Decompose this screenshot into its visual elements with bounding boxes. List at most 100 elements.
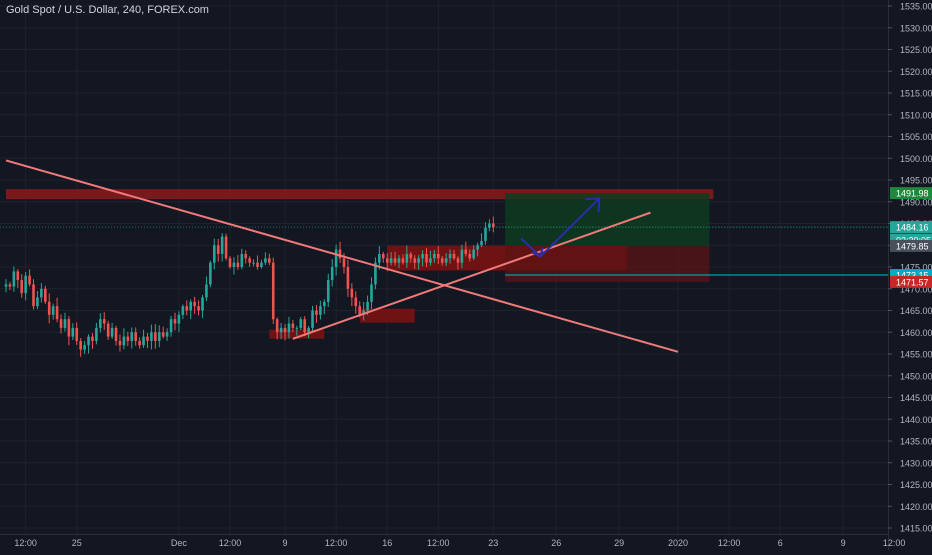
- candle-body: [20, 280, 24, 294]
- candle-body: [307, 327, 310, 333]
- candle-body: [315, 310, 318, 315]
- demand-zone-mid: [359, 308, 415, 323]
- candle-body: [36, 297, 39, 307]
- candle-body: [425, 253, 428, 263]
- candle-body: [205, 284, 208, 298]
- price-tick-label: 1530.00: [900, 23, 932, 33]
- candle-body: [99, 319, 102, 328]
- candle-body: [165, 332, 169, 337]
- candle-body: [51, 306, 55, 315]
- candle-body: [67, 319, 71, 337]
- candle-body: [389, 258, 393, 263]
- candle-body: [311, 310, 314, 328]
- candle-body: [299, 319, 303, 328]
- candle-body: [228, 258, 232, 267]
- candle-body: [55, 306, 59, 320]
- candle-body: [161, 332, 165, 337]
- candle-body: [12, 271, 16, 287]
- candle-body: [480, 240, 483, 246]
- price-tick-label: 1455.00: [900, 350, 932, 360]
- candle-body: [342, 258, 346, 267]
- candle-body: [177, 314, 181, 324]
- candle-body: [350, 288, 354, 298]
- candle-body: [232, 262, 236, 267]
- candle-body: [437, 253, 440, 259]
- candle-body: [126, 336, 130, 341]
- price-tick-label: 1435.00: [900, 437, 932, 447]
- time-tick-label: 2020: [668, 538, 688, 548]
- candle-body: [220, 236, 224, 254]
- candle-body: [319, 306, 322, 315]
- candle-body: [189, 301, 193, 311]
- candle-body: [330, 267, 334, 281]
- descending-trendline: [5, 159, 679, 353]
- price-label-last: 1484.16: [896, 223, 929, 233]
- resistance-zone: [6, 189, 714, 200]
- price-label-resistance-bg: [890, 187, 932, 200]
- price-tick-label: 1420.00: [900, 502, 932, 512]
- candle-body: [484, 227, 487, 241]
- time-tick-label: 9: [841, 538, 846, 548]
- candle-body: [421, 253, 424, 259]
- candle-body: [83, 345, 86, 350]
- candle-body: [444, 258, 448, 263]
- candle-body: [181, 306, 185, 315]
- candle-body: [401, 258, 405, 263]
- candle-body: [47, 301, 51, 315]
- candle-body: [216, 245, 220, 254]
- candle-body: [271, 262, 275, 320]
- candle-body: [358, 306, 361, 315]
- arrow-dip-head-icon: [532, 247, 544, 259]
- candle-body: [370, 284, 373, 302]
- drawing-lines: [0, 159, 888, 353]
- price-label-resistance: 1491.98: [896, 189, 929, 199]
- price-tick-label: 1520.00: [900, 67, 932, 77]
- time-axis[interactable]: 12:00 25 Dec 12:00 9 12:00 16 12:00 23 26 29 2020 12…: [0, 534, 905, 550]
- arrow-head-icon: [585, 197, 601, 213]
- candle-body: [346, 267, 350, 289]
- candle-body: [472, 249, 475, 259]
- time-tick-label: 12:00: [718, 538, 741, 548]
- candle-body: [130, 332, 134, 341]
- price-tick-label: 1515.00: [900, 89, 932, 99]
- candle-body: [63, 319, 67, 328]
- time-tick-label: 29: [614, 538, 624, 548]
- candle-body: [362, 310, 365, 315]
- price-tick-label: 1445.00: [900, 393, 932, 403]
- candle-body: [118, 340, 122, 346]
- candle-body: [244, 253, 248, 259]
- candle-body: [28, 275, 31, 285]
- time-tick-label: 12:00: [427, 538, 450, 548]
- price-tick-label: 1460.00: [900, 328, 932, 338]
- candle-body: [326, 280, 330, 302]
- candle-body: [114, 327, 118, 341]
- candle-body: [381, 253, 385, 259]
- candle-body: [252, 262, 255, 264]
- candle-body: [44, 288, 47, 302]
- time-tick-label: 12:00: [219, 538, 242, 548]
- time-axis-bg: [0, 534, 888, 550]
- candle-body: [197, 306, 200, 311]
- price-tick-label: 1495.00: [900, 176, 932, 186]
- price-label-stop-bg: [890, 275, 932, 288]
- candle-body: [185, 306, 189, 311]
- candle-body: [4, 284, 8, 287]
- candle-body: [209, 262, 212, 285]
- time-tick-label: 12:00: [883, 538, 906, 548]
- price-tick-label: 1415.00: [900, 524, 932, 534]
- candle-body: [40, 288, 43, 298]
- candle-body: [264, 258, 267, 263]
- price-tick-label: 1500.00: [900, 154, 932, 164]
- price-tick-label: 1475.00: [900, 263, 932, 273]
- price-tick-label: 1535.00: [900, 2, 932, 12]
- candle-body: [448, 253, 452, 259]
- chart-title: Gold Spot / U.S. Dollar, 240, FOREX.com: [6, 4, 209, 16]
- time-tick-label: 25: [72, 538, 82, 548]
- candle-body: [169, 319, 173, 333]
- time-tick-label: 23: [488, 538, 498, 548]
- candle-body: [110, 327, 114, 337]
- candle-body: [413, 258, 417, 263]
- price-label-entry: 1479.85: [896, 241, 929, 251]
